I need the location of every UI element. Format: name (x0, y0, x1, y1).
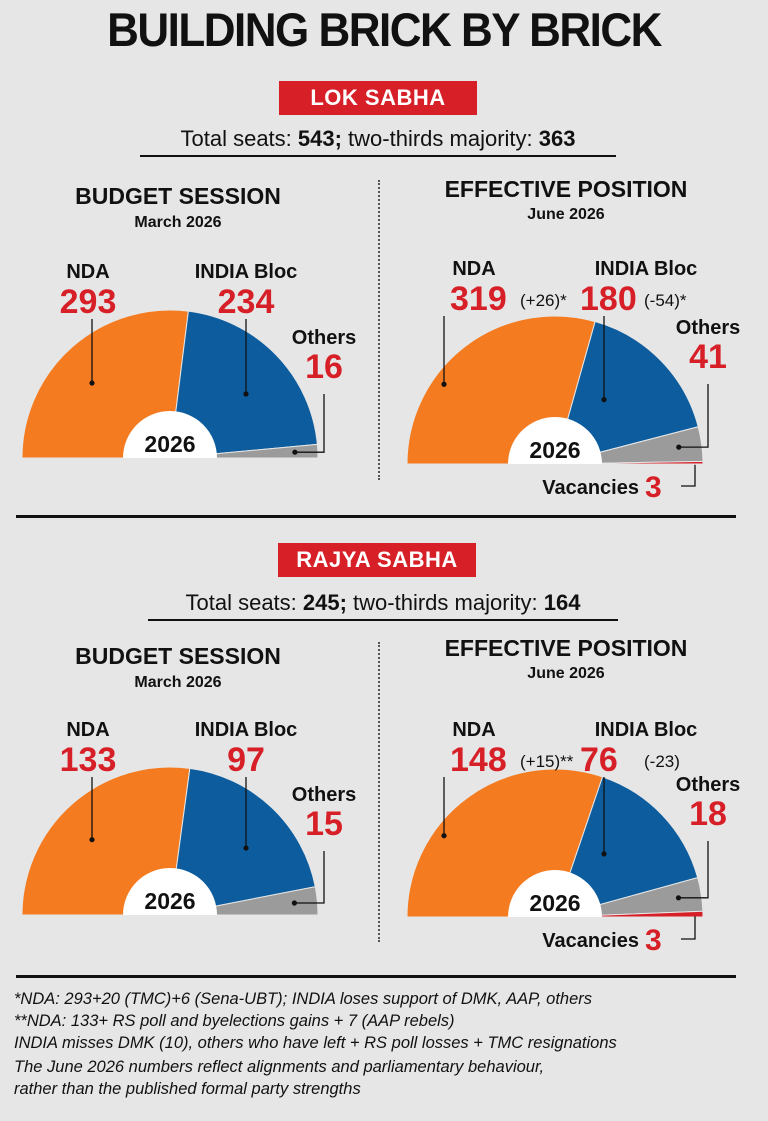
vacancies-leader-line (680, 916, 696, 940)
others-leader-line (294, 851, 325, 904)
footnote: *NDA: 293+20 (TMC)+6 (Sena-UBT); INDIA l… (14, 990, 593, 1008)
nda-leader-dot (89, 380, 95, 386)
panel-divider (378, 642, 380, 942)
center-year-label: 2026 (144, 888, 195, 914)
center-hub (123, 411, 217, 458)
others-leader-dot (675, 895, 682, 901)
others-label: Others (292, 784, 356, 806)
india-bloc-segment (169, 310, 318, 459)
majority-value: 164 (543, 590, 581, 615)
house-label-rajya-sabha: RAJYA SABHA (278, 543, 476, 577)
india-bloc-label: INDIA Bloc (595, 258, 698, 280)
india-bloc-label: INDIA Bloc (595, 719, 698, 741)
totals-prefix: Total seats: (180, 126, 298, 151)
others-seat-count: 15 (305, 805, 343, 843)
panel-subtitle: March 2026 (134, 214, 222, 231)
nda-leader-dot (89, 837, 95, 843)
vacancies-seat-count: 3 (645, 924, 662, 957)
nda-leader-dot (441, 381, 447, 387)
center-hub (508, 417, 602, 464)
india-bloc-segment (554, 776, 699, 918)
india-bloc-seat-count: 97 (227, 741, 265, 779)
others-leader-line (294, 394, 325, 453)
majority-value: 363 (538, 126, 576, 151)
panel-subtitle: June 2026 (527, 206, 605, 223)
india-leader-dot (601, 397, 607, 403)
nda-label: NDA (452, 719, 495, 741)
panel-title: EFFECTIVE POSITION (444, 635, 688, 661)
vacancies-label: Vacancies (542, 477, 639, 499)
vacancies-leader-line (680, 464, 696, 487)
nda-change-label: (+26)* (520, 291, 567, 310)
lok-sabha-totals: Total seats: 543; two-thirds majority: 3… (140, 126, 616, 157)
others-label: Others (292, 327, 356, 349)
panel-subtitle: June 2026 (527, 665, 605, 682)
others-seat-count: 18 (689, 795, 727, 833)
india-leader-dot (243, 391, 249, 397)
nda-label: NDA (452, 258, 495, 280)
footnote: The June 2026 numbers reflect alignments… (14, 1058, 545, 1076)
nda-seat-count: 293 (60, 283, 117, 321)
total-seats-value: 245; (302, 590, 347, 615)
panel-title: BUDGET SESSION (75, 183, 281, 209)
others-leader-dot (292, 449, 298, 455)
india-bloc-label: INDIA Bloc (195, 261, 298, 283)
others-label: Others (676, 774, 740, 796)
vacancies-seat-count: 3 (645, 471, 662, 504)
center-hub (508, 870, 602, 917)
section-divider (16, 515, 736, 518)
majority-prefix: two-thirds majority: (341, 126, 539, 151)
rajya-sabha-totals: Total seats: 245; two-thirds majority: 1… (148, 590, 618, 621)
majority-prefix: two-thirds majority: (346, 590, 544, 615)
center-year-label: 2026 (144, 431, 195, 457)
center-year-label: 2026 (529, 437, 580, 463)
india-change-label: (-23) (644, 752, 680, 771)
vacancies-label: Vacancies (542, 930, 639, 952)
nda-seat-count: 148 (450, 741, 507, 779)
others-leader-line (678, 841, 709, 899)
nda-change-label: (+15)** (520, 752, 574, 771)
india-leader-dot (243, 845, 249, 851)
footnote: **NDA: 133+ RS poll and byelections gain… (14, 1012, 455, 1030)
india-bloc-seat-count: 180 (580, 280, 637, 318)
nda-seat-count: 319 (450, 280, 507, 318)
india-change-label: (-54)* (644, 291, 687, 310)
india-bloc-segment (169, 767, 316, 916)
totals-prefix: Total seats: (185, 590, 303, 615)
others-seat-count: 41 (689, 338, 727, 376)
others-leader-dot (291, 900, 297, 906)
total-seats-value: 543; (297, 126, 342, 151)
footnote: rather than the published formal party s… (14, 1080, 361, 1098)
others-label: Others (676, 317, 740, 339)
india-bloc-seat-count: 76 (580, 741, 618, 779)
section-divider (16, 975, 736, 978)
page-title: BUILDING BRICK BY BRICK (107, 3, 662, 57)
center-hub (123, 868, 217, 915)
india-bloc-segment (554, 320, 699, 465)
panel-subtitle: March 2026 (134, 674, 222, 691)
footnotes: *NDA: 293+20 (TMC)+6 (Sena-UBT); INDIA l… (14, 988, 754, 1100)
india-bloc-seat-count: 234 (218, 283, 275, 321)
footnote: INDIA misses DMK (10), others who have l… (14, 1034, 617, 1052)
others-seat-count: 16 (305, 348, 343, 386)
nda-leader-dot (441, 833, 447, 839)
others-leader-dot (676, 444, 682, 450)
nda-label: NDA (66, 261, 109, 283)
panel-divider (378, 180, 380, 480)
panel-title: BUDGET SESSION (75, 643, 281, 669)
house-label-lok-sabha: LOK SABHA (279, 81, 477, 115)
others-leader-line (678, 384, 709, 448)
panel-title: EFFECTIVE POSITION (444, 176, 688, 202)
nda-seat-count: 133 (60, 741, 117, 779)
india-bloc-label: INDIA Bloc (195, 719, 298, 741)
nda-label: NDA (66, 719, 109, 741)
india-leader-dot (601, 851, 607, 857)
center-year-label: 2026 (529, 890, 580, 916)
